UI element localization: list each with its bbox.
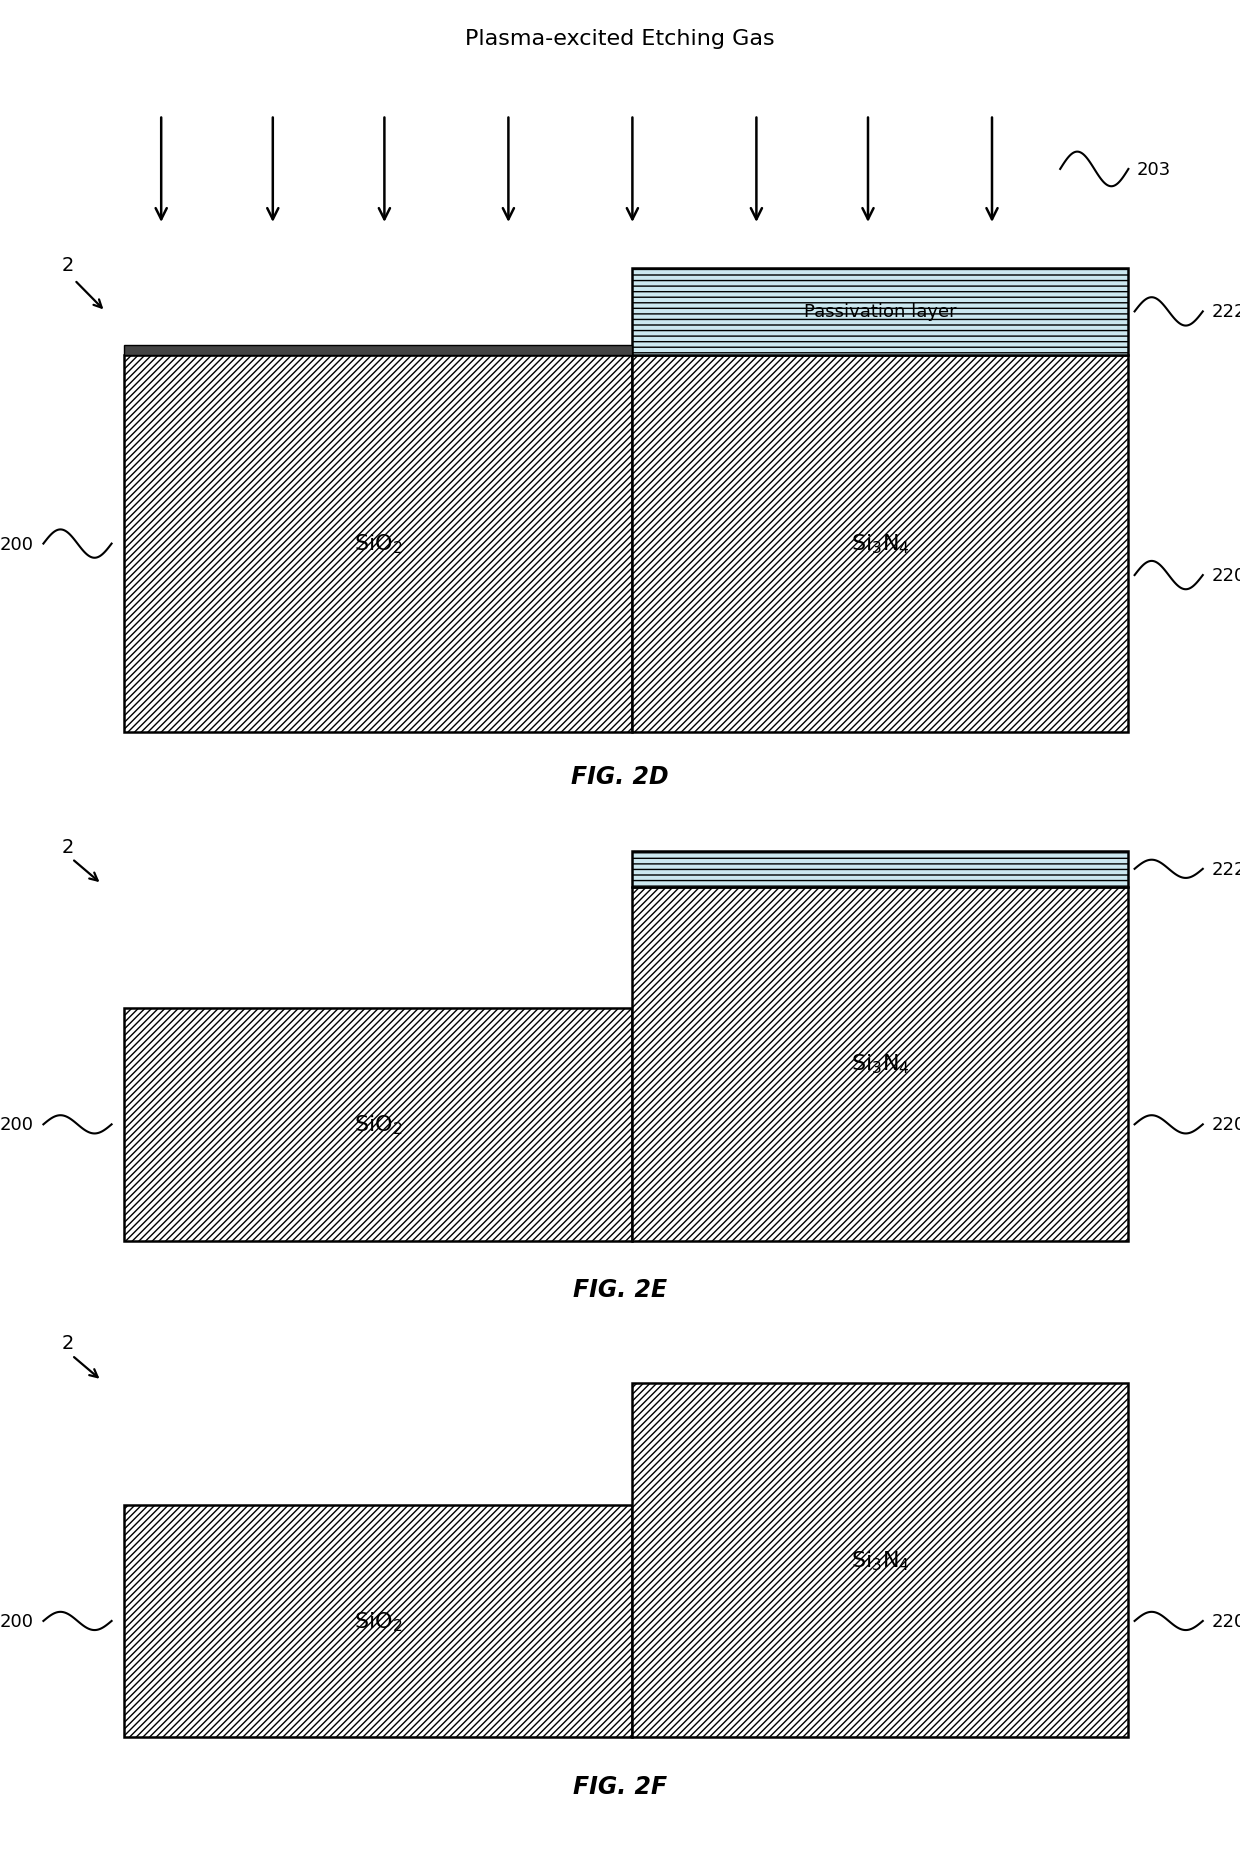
- Text: FIG. 2D: FIG. 2D: [572, 764, 668, 789]
- Bar: [632, 852, 1128, 888]
- Text: 203: 203: [1137, 161, 1172, 178]
- Text: 200: 200: [0, 1116, 33, 1133]
- Text: 200: 200: [0, 1613, 33, 1630]
- Text: 222: 222: [1211, 303, 1240, 322]
- Text: 2: 2: [62, 255, 74, 275]
- Text: 220: 220: [1211, 1116, 1240, 1133]
- Text: Plasma-excited Etching Gas: Plasma-excited Etching Gas: [465, 30, 775, 49]
- Bar: [632, 270, 1128, 356]
- Text: Passivation layer: Passivation layer: [804, 303, 957, 322]
- Text: Si$_3$N$_4$: Si$_3$N$_4$: [851, 532, 910, 556]
- Text: 220: 220: [1211, 1613, 1240, 1630]
- Bar: [124, 1008, 632, 1242]
- Text: 200: 200: [0, 536, 33, 553]
- Text: 220: 220: [1211, 568, 1240, 584]
- Text: SiO$_2$: SiO$_2$: [355, 532, 402, 556]
- Text: SiO$_2$: SiO$_2$: [355, 1113, 402, 1137]
- Text: Si$_3$N$_4$: Si$_3$N$_4$: [851, 1053, 910, 1075]
- Text: FIG. 2F: FIG. 2F: [573, 1774, 667, 1798]
- Text: Si$_3$N$_4$: Si$_3$N$_4$: [851, 1549, 910, 1571]
- Text: 222: 222: [1211, 860, 1240, 878]
- Bar: [632, 888, 1128, 1242]
- Bar: [632, 1384, 1128, 1738]
- Bar: [124, 1504, 632, 1738]
- Bar: [124, 356, 632, 732]
- Text: 2: 2: [62, 837, 74, 856]
- Text: SiO$_2$: SiO$_2$: [355, 1609, 402, 1633]
- Bar: [124, 347, 632, 356]
- Bar: [632, 356, 1128, 732]
- Text: FIG. 2E: FIG. 2E: [573, 1277, 667, 1302]
- Text: 2: 2: [62, 1334, 74, 1352]
